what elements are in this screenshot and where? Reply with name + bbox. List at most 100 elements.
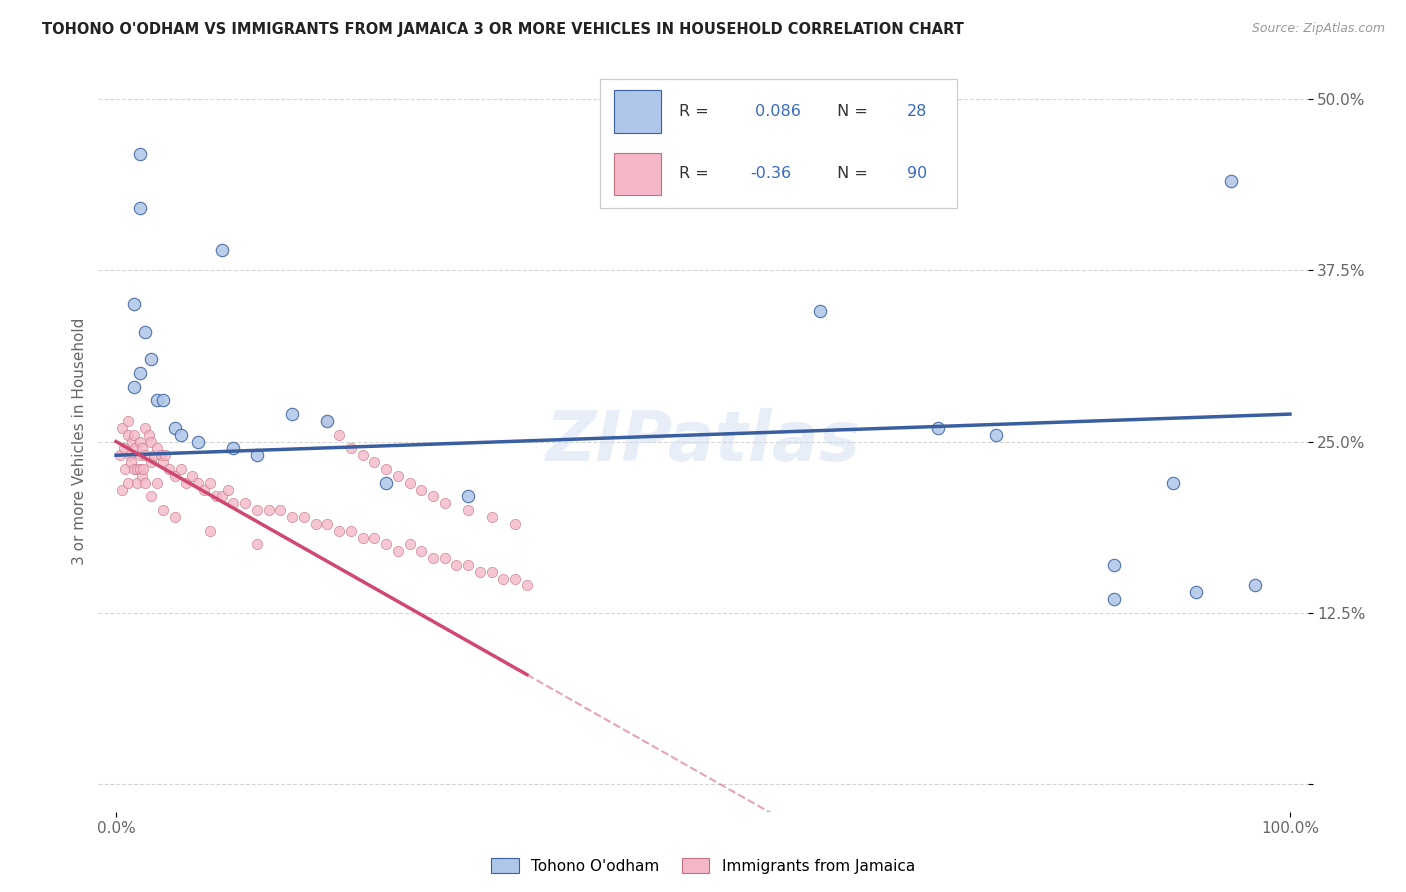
Point: [141, 352, 163, 367]
Point: [316, 516, 339, 531]
Point: [363, 531, 385, 545]
Point: [292, 510, 315, 524]
Point: [141, 455, 163, 469]
Point: [328, 524, 350, 538]
Point: [1102, 592, 1125, 607]
Point: [446, 558, 468, 572]
Point: [246, 537, 269, 551]
Point: [128, 366, 150, 380]
Point: [193, 483, 215, 497]
Point: [246, 503, 269, 517]
Point: [138, 427, 160, 442]
Point: [457, 503, 479, 517]
Point: [340, 442, 363, 456]
Point: [281, 407, 304, 421]
Point: [108, 448, 131, 462]
Point: [131, 468, 153, 483]
Point: [187, 434, 209, 449]
Point: [169, 462, 191, 476]
Point: [316, 414, 339, 428]
Point: [222, 496, 245, 510]
Point: [492, 572, 515, 586]
Point: [163, 510, 186, 524]
Point: [181, 468, 204, 483]
Point: [128, 202, 150, 216]
Point: [269, 503, 291, 517]
Point: [986, 427, 1008, 442]
Point: [122, 462, 145, 476]
Point: [117, 475, 139, 490]
Point: [198, 475, 221, 490]
Point: [152, 393, 174, 408]
Point: [128, 448, 150, 462]
Point: [363, 455, 385, 469]
Point: [122, 297, 145, 311]
Point: [516, 578, 538, 592]
Point: [246, 448, 269, 462]
Point: [152, 455, 174, 469]
Text: ZIPatlas: ZIPatlas: [546, 408, 860, 475]
Point: [112, 442, 135, 456]
Point: [127, 462, 149, 476]
Point: [120, 448, 142, 462]
Point: [1220, 174, 1243, 188]
Point: [468, 565, 491, 579]
Point: [155, 448, 177, 462]
Point: [211, 243, 233, 257]
Point: [169, 427, 191, 442]
Point: [316, 414, 339, 428]
Point: [163, 421, 186, 435]
Point: [134, 421, 156, 435]
Point: [1161, 475, 1184, 490]
Point: [128, 434, 150, 449]
Point: [328, 427, 350, 442]
Point: [157, 462, 180, 476]
Point: [1185, 585, 1208, 599]
Point: [503, 572, 526, 586]
Point: [411, 483, 433, 497]
Point: [257, 503, 280, 517]
Point: [141, 434, 163, 449]
Point: [422, 551, 444, 566]
Point: [433, 551, 456, 566]
Point: [132, 462, 155, 476]
Point: [111, 483, 134, 497]
Point: [222, 442, 245, 456]
Point: [433, 496, 456, 510]
Point: [1243, 578, 1265, 592]
Point: [457, 489, 479, 503]
Point: [134, 448, 156, 462]
Point: [503, 516, 526, 531]
Point: [128, 462, 150, 476]
Point: [127, 475, 149, 490]
Point: [117, 414, 139, 428]
Y-axis label: 3 or more Vehicles in Household: 3 or more Vehicles in Household: [72, 318, 87, 566]
Point: [211, 489, 233, 503]
Point: [1102, 558, 1125, 572]
Point: [422, 489, 444, 503]
Point: [134, 475, 156, 490]
Point: [217, 483, 239, 497]
Point: [120, 455, 142, 469]
Point: [163, 468, 186, 483]
Point: [131, 442, 153, 456]
Point: [398, 475, 420, 490]
Point: [340, 524, 363, 538]
Point: [387, 468, 409, 483]
Point: [142, 448, 165, 462]
Point: [281, 510, 304, 524]
Point: [927, 421, 949, 435]
Point: [121, 434, 143, 449]
Point: [481, 565, 503, 579]
Point: [808, 304, 831, 318]
Point: [152, 503, 174, 517]
Point: [204, 489, 226, 503]
Point: [146, 475, 169, 490]
Point: [124, 442, 146, 456]
Point: [122, 427, 145, 442]
Point: [481, 510, 503, 524]
Point: [141, 489, 163, 503]
Text: Source: ZipAtlas.com: Source: ZipAtlas.com: [1251, 22, 1385, 36]
Point: [146, 393, 169, 408]
Point: [457, 558, 479, 572]
